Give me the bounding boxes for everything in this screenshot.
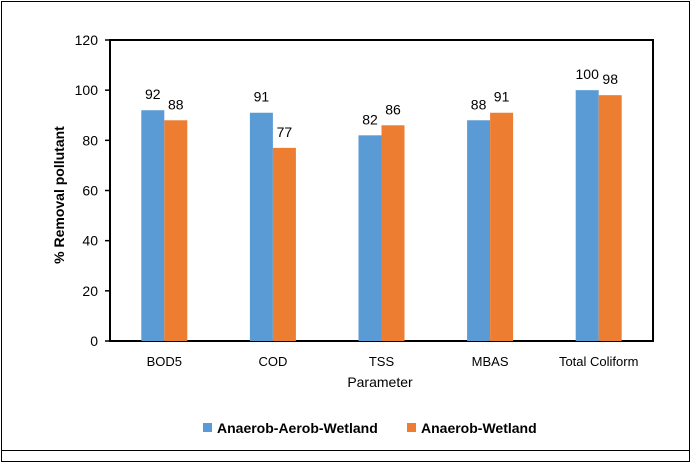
data-label: 100 xyxy=(576,66,600,82)
data-label: 86 xyxy=(385,101,401,117)
bars xyxy=(141,90,622,342)
x-tick-label: BOD5 xyxy=(147,354,182,369)
data-label: 91 xyxy=(494,89,510,105)
data-label: 88 xyxy=(471,96,487,112)
bar xyxy=(598,95,622,341)
bar xyxy=(164,120,188,342)
data-label: 88 xyxy=(168,96,184,112)
y-tick-label: 40 xyxy=(82,233,98,249)
bar xyxy=(467,120,491,342)
bar xyxy=(249,112,273,341)
data-label: 92 xyxy=(145,86,161,102)
legend: Anaerob-Aerob-Wetland Anaerob-Wetland xyxy=(203,420,537,436)
data-labels: 92 88 91 77 82 86 88 91 100 98 xyxy=(145,66,618,140)
bar xyxy=(381,125,405,342)
data-label: 91 xyxy=(254,89,270,105)
y-tick-label: 0 xyxy=(90,333,98,349)
bar xyxy=(490,112,514,341)
x-axis-title: Parameter xyxy=(347,374,413,390)
legend-label: Anaerob-Wetland xyxy=(421,420,537,436)
y-axis-title: % Removal pollutant xyxy=(51,126,67,264)
y-tick-label: 100 xyxy=(75,82,99,98)
y-tick-label: 120 xyxy=(75,32,99,48)
y-tick-label: 80 xyxy=(82,132,98,148)
data-label: 82 xyxy=(362,111,378,127)
bar xyxy=(272,147,296,341)
x-axis-ticks: BOD5 COD TSS MBAS Total Coliform xyxy=(147,354,639,369)
y-tick-label: 20 xyxy=(82,283,98,299)
legend-swatch xyxy=(407,423,416,432)
bar xyxy=(358,135,382,341)
x-tick-label: TSS xyxy=(369,354,395,369)
x-tick-label: MBAS xyxy=(472,354,509,369)
y-tick-label: 60 xyxy=(82,183,98,199)
x-tick-label: COD xyxy=(258,354,287,369)
bar xyxy=(575,90,599,342)
legend-label: Anaerob-Aerob-Wetland xyxy=(217,420,378,436)
y-axis-ticks: 0 20 40 60 80 100 120 xyxy=(75,32,110,349)
bar xyxy=(141,110,165,341)
legend-swatch xyxy=(203,423,212,432)
data-label: 77 xyxy=(277,124,293,140)
x-tick-label: Total Coliform xyxy=(559,354,638,369)
data-label: 98 xyxy=(602,71,618,87)
